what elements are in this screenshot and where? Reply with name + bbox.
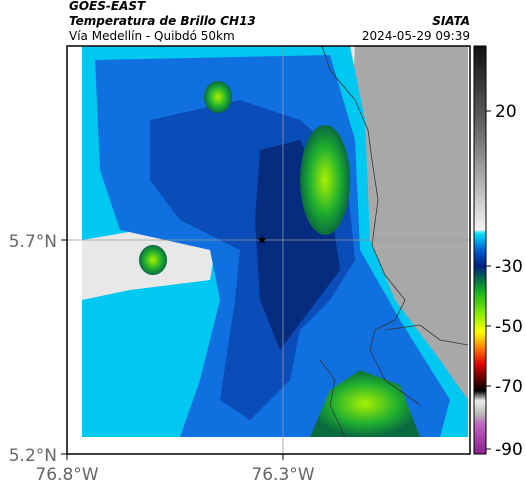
datetime: 2024-05-29 09:39 [362,29,470,43]
colorbar-label: -30 [495,257,523,277]
lon-label: 76.8°W [35,465,98,485]
svg-text:★: ★ [256,233,268,248]
colorbar-label: 20 [495,102,517,122]
colorbar [473,45,487,455]
title: GOES-EAST [69,0,146,13]
colorbar-label: -70 [495,377,523,397]
colorbar-label: -90 [495,440,523,460]
source: SIATA [432,14,470,28]
colorbar-label: -50 [495,317,523,337]
route: Vía Medellín - Quibdó 50km [69,29,235,43]
satellite-image [82,46,468,437]
lon-label: 76.3°W [251,465,314,485]
lat-label: 5.7°N [9,232,57,252]
lat-label: 5.2°N [9,446,57,466]
subtitle: Temperatura de Brillo CH13 [69,14,256,28]
